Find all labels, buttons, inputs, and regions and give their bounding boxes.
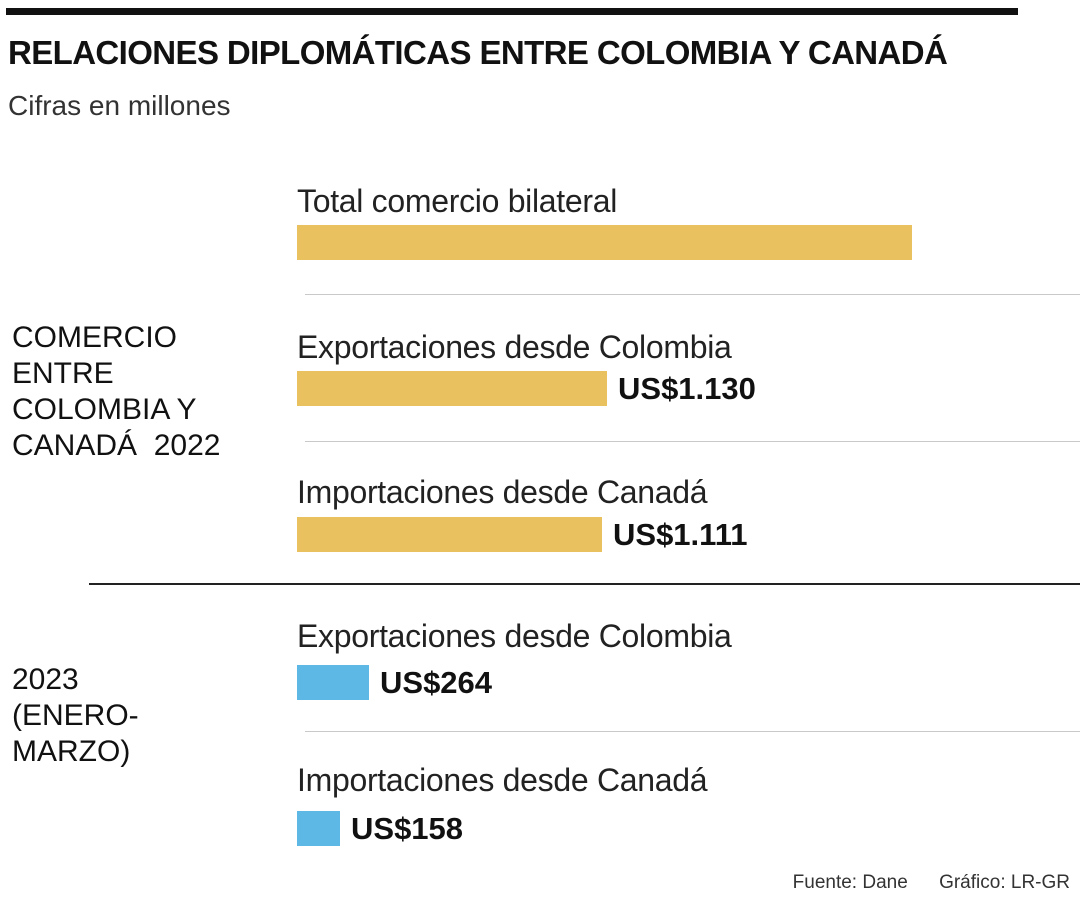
bar-value-label: US$264 [380, 665, 493, 700]
bar-exportaciones-2023 [297, 665, 369, 700]
bar-category-label: Total comercio bilateral [297, 183, 618, 219]
credit-note: Gráfico: LR-GR [939, 872, 1070, 893]
chart-footer: Fuente: Dane Gráfico: LR-GR [793, 872, 1070, 894]
bar-category-label: Importaciones desde Canadá [297, 762, 708, 798]
bar-category-label: Exportaciones desde Colombia [297, 329, 732, 365]
group-label-line: (ENERO- [12, 699, 139, 732]
group-label-line: 2023 [12, 663, 79, 696]
bar-exportaciones-2022 [297, 371, 607, 406]
bar-value-label: US$1.130 [618, 371, 756, 406]
group-label-line: COMERCIO [12, 321, 177, 354]
chart-subtitle: Cifras en millones [8, 90, 231, 121]
bar-importaciones-2023 [297, 811, 340, 846]
row-divider [305, 731, 1080, 732]
bar-category-label: Exportaciones desde Colombia [297, 618, 732, 654]
group-label-2023: 2023 (ENERO- MARZO) [12, 662, 212, 770]
group-label-line: CANADÁ 2022 [12, 429, 221, 462]
group-label-line: ENTRE [12, 357, 114, 390]
row-divider [305, 441, 1080, 442]
chart-title: RELACIONES DIPLOMÁTICAS ENTRE COLOMBIA Y… [8, 34, 948, 71]
bar-total-comercio-2022 [297, 225, 912, 260]
source-note: Fuente: Dane [792, 872, 908, 893]
group-label-line: MARZO) [12, 735, 131, 768]
bar-category-label: Importaciones desde Canadá [297, 474, 708, 510]
group-divider [89, 583, 1080, 585]
bar-importaciones-2022 [297, 517, 602, 552]
group-label-2022: COMERCIO ENTRE COLOMBIA Y CANADÁ 2022 [12, 320, 262, 464]
group-label-line: COLOMBIA Y [12, 393, 197, 426]
bar-value-label: US$158 [351, 811, 464, 846]
top-rule [6, 8, 1018, 15]
row-divider [305, 294, 1080, 295]
bar-value-label: US$1.111 [613, 517, 748, 552]
